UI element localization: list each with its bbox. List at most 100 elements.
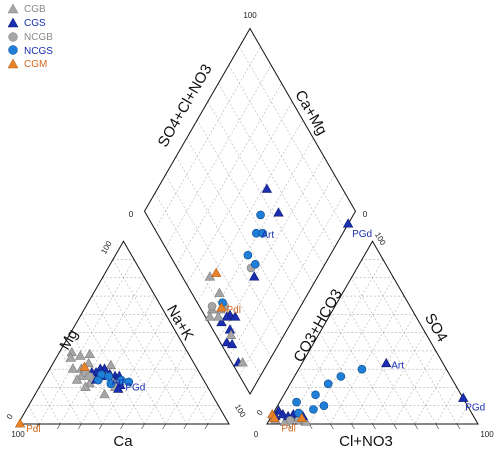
diamond-grid-line [239, 192, 346, 376]
cation-tick-100-bottom-left: 100 [11, 430, 25, 439]
anion-tick-100-top: 100 [373, 231, 388, 248]
diamond-point-ncgs [256, 210, 265, 220]
cation-tick-mark [35, 423, 40, 430]
cation-grid-line [59, 277, 145, 425]
cation-point-cgs [113, 383, 124, 393]
cation-point-cgb [105, 359, 117, 369]
anion-annotation-pgd: PGd [465, 402, 485, 413]
diamond-point-ncgb [207, 301, 217, 311]
diamond-point-cgs [230, 311, 241, 321]
diamond-point-cgs [342, 218, 354, 228]
anion-annotation-pdl: Pdl [281, 424, 295, 435]
cation-point-ncgs [106, 379, 116, 389]
anion-point-ncgb [285, 416, 295, 425]
cation-grid-line [102, 277, 188, 425]
anion-axis-label-right: SO4 [421, 311, 451, 345]
cation-point-cgb [75, 350, 86, 360]
cation-tick-mark [141, 423, 145, 430]
anion-point-cgs [458, 392, 469, 402]
cation-grid-line [112, 259, 209, 425]
diamond-tick-0-left: 0 [129, 210, 134, 219]
cation-point-ncgb [85, 372, 95, 381]
legend-item-cgs: CGS [7, 17, 46, 29]
diamond-point-cgs [216, 316, 227, 327]
diamond-axis-label-upper-left: SO4+Cl+NO3 [155, 61, 216, 150]
cation-point-cgb [84, 348, 95, 358]
cation-tick-mark [120, 423, 124, 430]
frame-layer [17, 27, 479, 430]
diamond-grid-line [197, 119, 303, 303]
anion-tick-mark [393, 423, 397, 430]
cation-annotation-pgd: PGd [125, 383, 145, 394]
cation-tick-mark [204, 423, 209, 430]
diamond-grid-line [228, 174, 335, 358]
anion-tick-mark [456, 423, 461, 430]
diamond-grid-line [239, 46, 346, 230]
diamond-point-cgs [221, 311, 232, 321]
diamond-grid-line [165, 64, 272, 248]
cation-tick-0-left: 0 [5, 412, 15, 421]
diamond-tick-100-top: 100 [243, 11, 257, 20]
legend-marker-cgb [7, 3, 19, 14]
anion-annotation-art: Art [391, 361, 404, 372]
legend-label-ncgs: NCGS [24, 46, 53, 57]
cation-tick-100-right: 100 [233, 403, 248, 420]
anion-point-ncgs [336, 372, 346, 381]
diamond-point-cgs [261, 183, 273, 193]
cation-point-cgb [67, 363, 79, 373]
cation-grid-line [165, 369, 198, 425]
cation-axis-label-right: Na+K [163, 302, 197, 343]
diamond-frame [143, 27, 357, 395]
anion-tick-0-bottom: 0 [254, 430, 259, 439]
cation-grid-line [38, 259, 135, 425]
cation-point-cgb [83, 357, 94, 368]
cation-tick-100-top: 100 [99, 239, 114, 256]
cation-grid-line [28, 405, 40, 425]
cation-point-cgb [65, 352, 76, 362]
cation-point-cgb [99, 388, 110, 399]
legend-marker-cgm [7, 58, 19, 69]
diamond-point-ncgs [258, 228, 267, 238]
anion-tick-mark [351, 423, 355, 430]
cation-tick-mark [99, 423, 103, 430]
cation-tick-mark [78, 423, 82, 430]
cation-axis-label-left: Mg [57, 326, 82, 353]
anion-point-ncgs [357, 364, 367, 374]
diamond-point-cgm [216, 302, 227, 312]
diamond-point-ncgs [250, 259, 260, 269]
cation-axis-label-bottom: Ca [113, 433, 133, 450]
anion-point-ncgs [319, 401, 329, 411]
anion-grid-line [361, 259, 458, 425]
legend-item-ncgb: NCGB [8, 32, 53, 43]
diamond-point-cgs [226, 338, 238, 349]
cation-point-cgb [71, 374, 83, 384]
anion-point-ncgs [292, 397, 301, 407]
anion-point-ncgs [309, 405, 318, 414]
legend-marker-ncgs [8, 45, 18, 55]
diamond-grid-line [218, 83, 325, 267]
diamond-grid-line [175, 156, 282, 340]
anion-grid-line [330, 295, 405, 425]
diamond-point-cgb [204, 311, 216, 321]
legend-item-cgb: CGB [7, 3, 46, 15]
cation-annotation-pdl: Pdl [26, 424, 40, 435]
legend-item-cgm: CGM [7, 58, 47, 70]
anion-point-ncgs [311, 390, 320, 400]
diamond-grid-line [207, 101, 314, 285]
diamond-point-cgs [273, 207, 284, 217]
cation-grid-line [123, 332, 177, 425]
legend-marker-ncgb [8, 32, 18, 42]
diamond-point-cgm [211, 267, 222, 277]
anion-tick-mark [372, 423, 376, 430]
anion-point-cgm [269, 412, 280, 422]
legend-label-cgm: CGM [24, 59, 47, 70]
cation-point-cgm [79, 361, 90, 371]
diamond-grid-line [165, 174, 272, 358]
anion-grid-line [308, 277, 394, 425]
cation-tick-mark [162, 423, 166, 430]
diamond-grid-line [228, 64, 335, 248]
cation-point-cgb [80, 381, 91, 391]
diamond-point-ncgs [243, 250, 253, 260]
